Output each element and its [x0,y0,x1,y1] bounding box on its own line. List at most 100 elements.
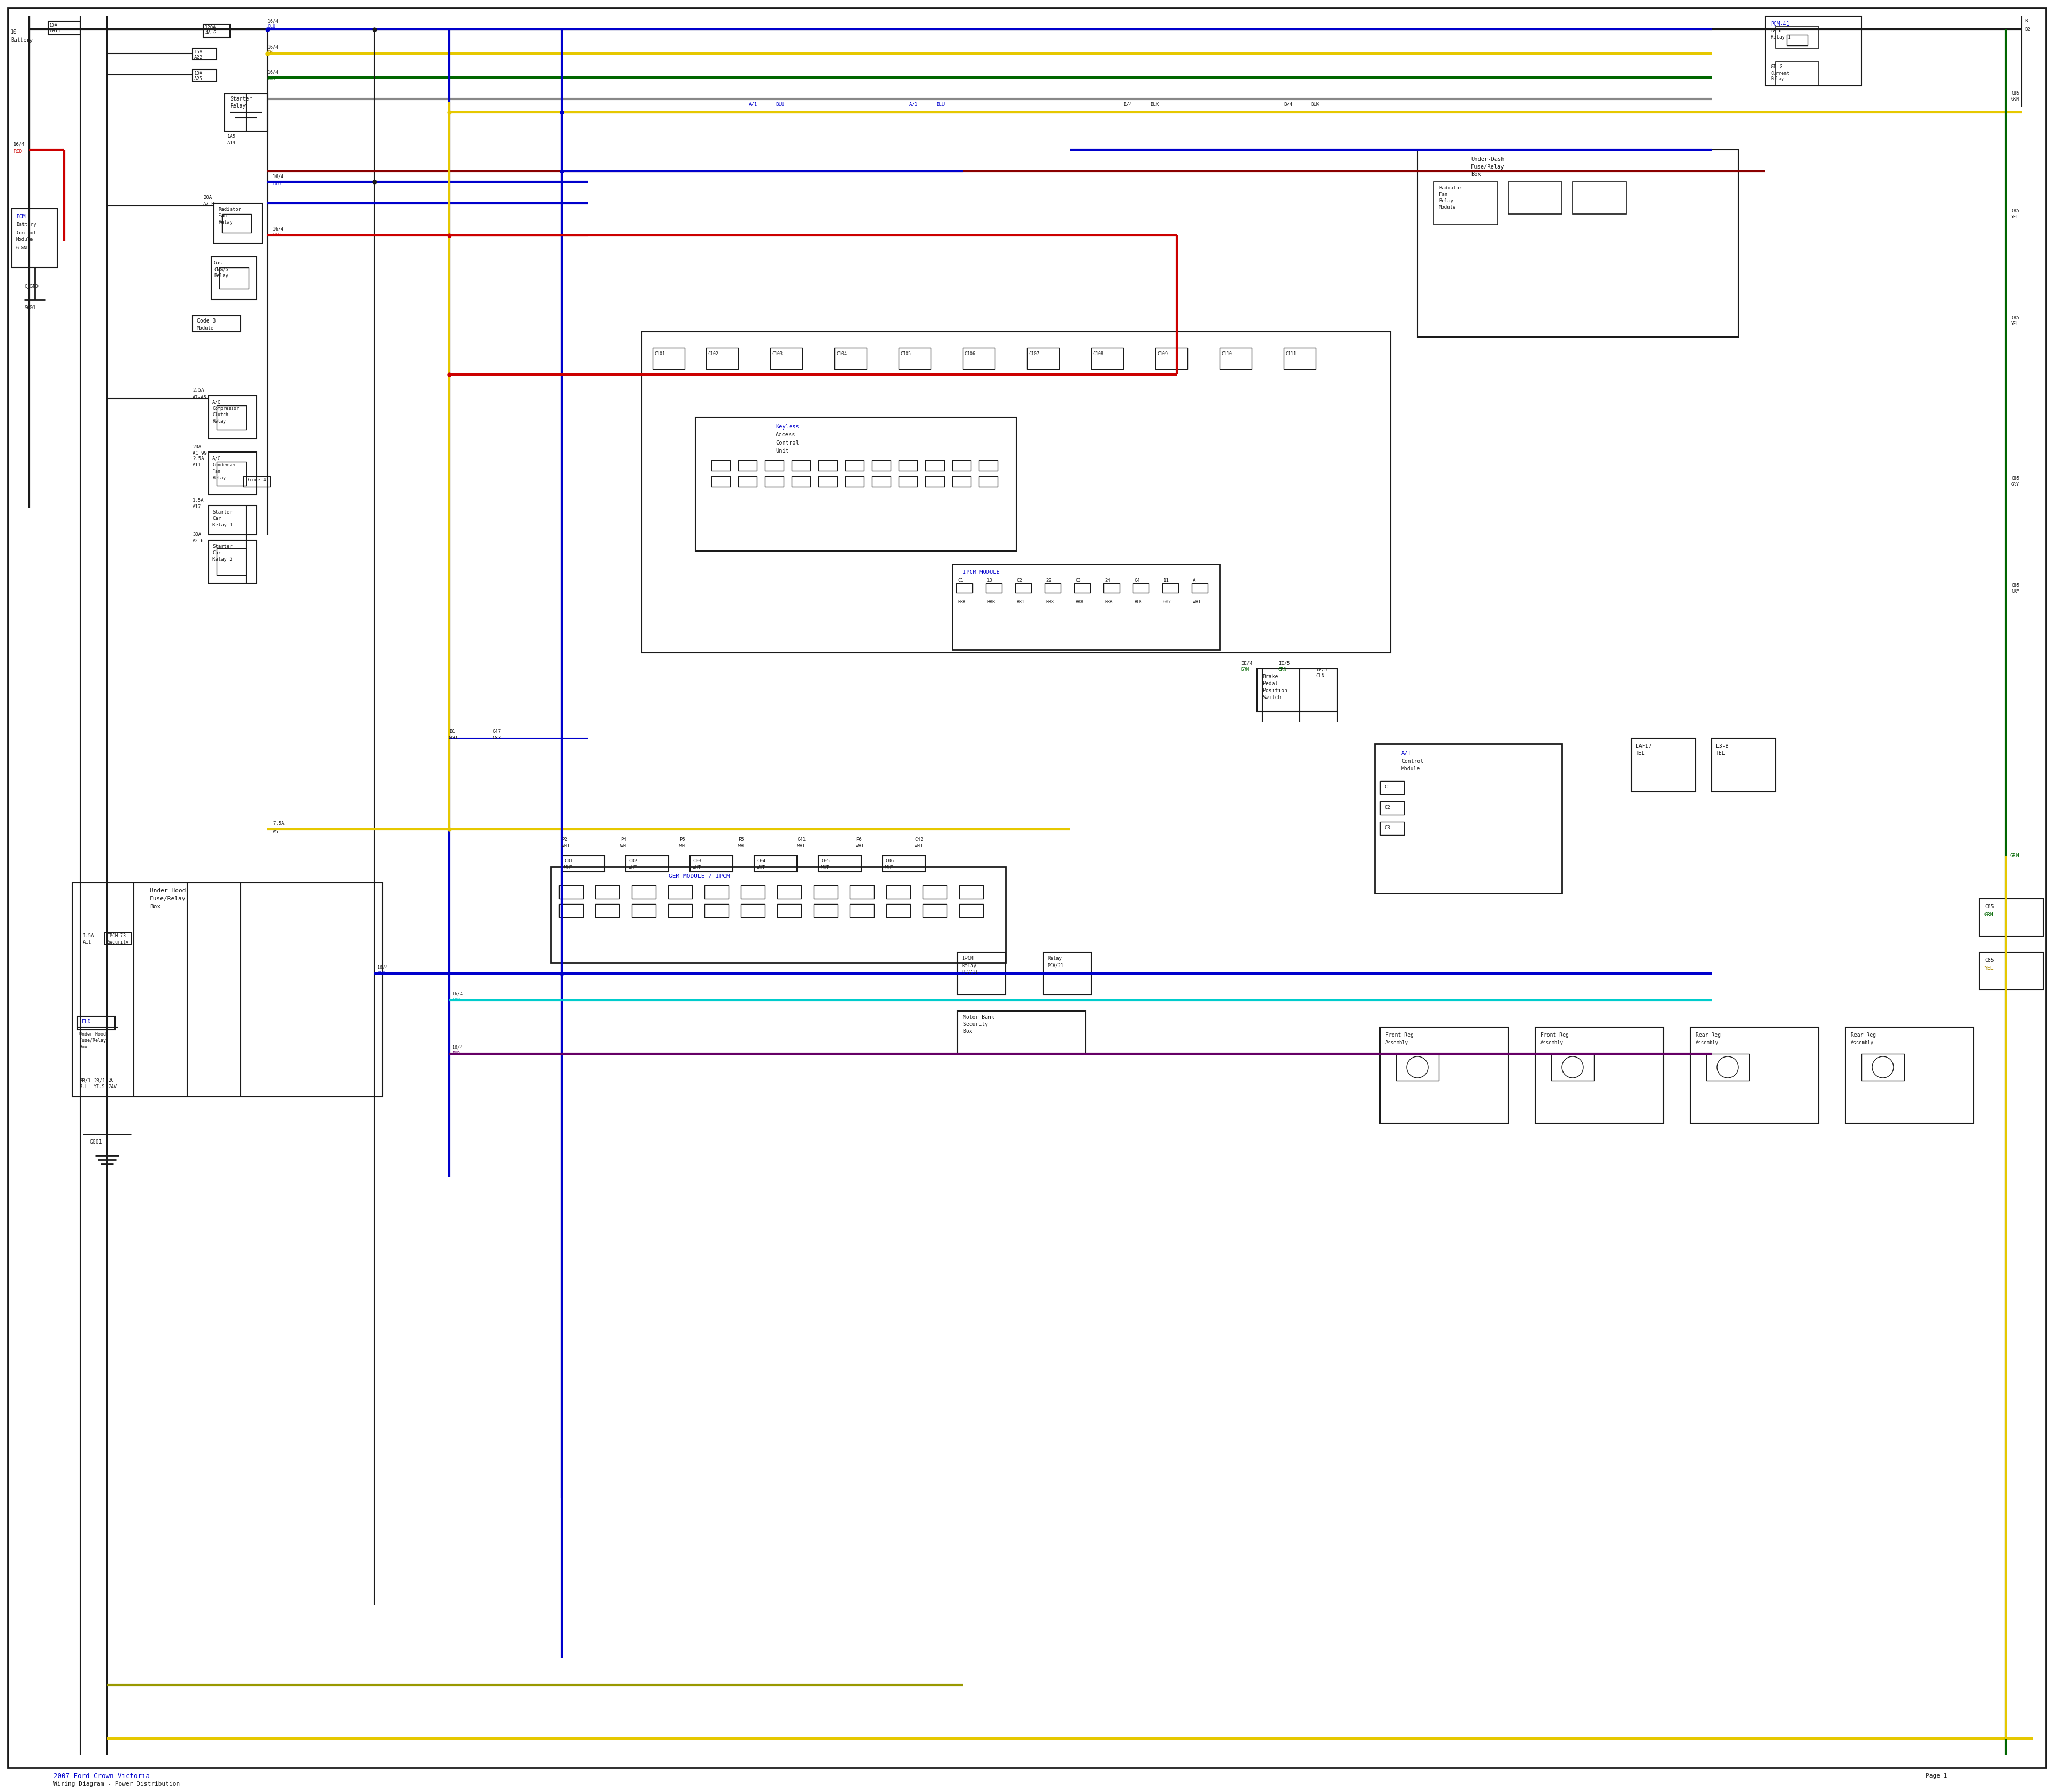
Text: Relay: Relay [218,220,232,226]
Text: Assembly: Assembly [1540,1041,1563,1045]
Text: C42: C42 [914,837,924,842]
Text: B/4: B/4 [1284,102,1292,108]
Bar [764,477,785,487]
Text: Relay: Relay [1440,199,1454,204]
Text: P2: P2 [561,837,567,842]
Bar [813,903,838,918]
Bar [834,348,867,369]
Text: WHT: WHT [737,844,746,849]
Text: WHT: WHT [680,844,688,849]
Text: WHT: WHT [857,844,865,849]
Text: G_GND: G_GND [25,283,39,289]
Bar [711,477,729,487]
Text: 2.5A: 2.5A [193,389,203,392]
Text: B: B [2025,20,2027,23]
Text: C109: C109 [1156,351,1167,357]
Text: 24V: 24V [109,1084,117,1090]
Bar [764,461,785,471]
Text: YEL: YEL [1984,966,1994,971]
Text: Relay 2: Relay 2 [212,557,232,563]
Text: S001: S001 [25,305,35,310]
Text: C107: C107 [1029,351,1039,357]
Bar [1220,348,1251,369]
Text: WHT: WHT [797,844,805,849]
Text: Starter: Starter [212,545,232,548]
Text: 16/4: 16/4 [378,964,388,969]
Bar [957,1011,1087,1054]
Text: GEM MODULE / IPCM: GEM MODULE / IPCM [670,873,729,878]
Text: G_GND: G_GND [16,246,29,251]
Text: C85
CRY: C85 CRY [2011,582,2019,593]
Text: C03: C03 [692,858,700,864]
Bar [559,885,583,898]
Bar [653,348,684,369]
Bar [1861,1054,1904,1081]
Text: Relay: Relay [212,475,226,480]
Bar [926,461,945,471]
Text: Under-Dash: Under-Dash [1471,156,1504,161]
Text: Module: Module [197,326,214,330]
Bar [210,452,257,495]
Text: 1.5A: 1.5A [193,498,203,502]
Text: WHT: WHT [822,866,830,871]
Text: Relay: Relay [214,274,228,278]
Text: Diode 4: Diode 4 [246,477,267,482]
Text: GRN: GRN [1278,667,1288,672]
Text: IE/5: IE/5 [1278,661,1290,665]
Bar [770,348,803,369]
Text: C4: C4 [1134,579,1140,582]
Bar [641,332,1391,652]
Text: Under Hood: Under Hood [150,889,185,894]
Text: Page 1: Page 1 [1927,1774,1947,1779]
Text: A19: A19 [228,140,236,145]
Bar [711,461,729,471]
Text: GT-G: GT-G [1771,65,1783,70]
Bar [953,564,1220,650]
Text: C85
YEL: C85 YEL [2011,315,2019,326]
Bar [980,477,998,487]
Bar [1508,181,1561,213]
Text: C2: C2 [1384,805,1391,810]
Text: 10A: 10A [195,72,203,75]
Text: B2: B2 [2025,27,2029,32]
Text: 16/4: 16/4 [267,70,277,75]
Bar [1434,181,1497,224]
Text: PUR: PUR [452,1052,460,1055]
Text: Rear Reg: Rear Reg [1851,1032,1875,1038]
Text: 30A: 30A [193,532,201,538]
Text: Relay: Relay [212,419,226,425]
Bar [986,582,1002,593]
Text: A: A [1193,579,1195,582]
Text: BATT: BATT [49,29,62,34]
Text: Starter: Starter [212,509,232,514]
Bar [1690,1027,1818,1124]
Bar [741,903,764,918]
Text: P5: P5 [737,837,744,842]
Bar [216,405,246,430]
Text: C41: C41 [797,837,805,842]
Text: 16/4: 16/4 [14,142,25,147]
Text: 2B/1: 2B/1 [80,1079,90,1082]
Bar [203,23,230,38]
Bar [953,477,972,487]
Text: Relay: Relay [961,962,976,968]
Bar [690,857,733,873]
Bar [47,22,80,34]
Bar [791,461,811,471]
Bar [1284,348,1317,369]
Text: IE/4: IE/4 [1241,661,1253,665]
Text: C85
GRN: C85 GRN [2011,91,2019,102]
Text: G001: G001 [90,1140,103,1145]
Text: WHT: WHT [914,844,922,849]
Text: 2B/1: 2B/1 [94,1079,105,1082]
Bar [1374,744,1561,894]
Bar [193,48,216,59]
Bar [668,903,692,918]
Text: BLU: BLU [937,102,945,108]
Text: A2-6: A2-6 [193,539,203,543]
Bar [883,857,926,873]
Text: GRN: GRN [267,77,275,81]
Bar [705,903,729,918]
Bar [887,903,910,918]
Text: P6: P6 [857,837,861,842]
